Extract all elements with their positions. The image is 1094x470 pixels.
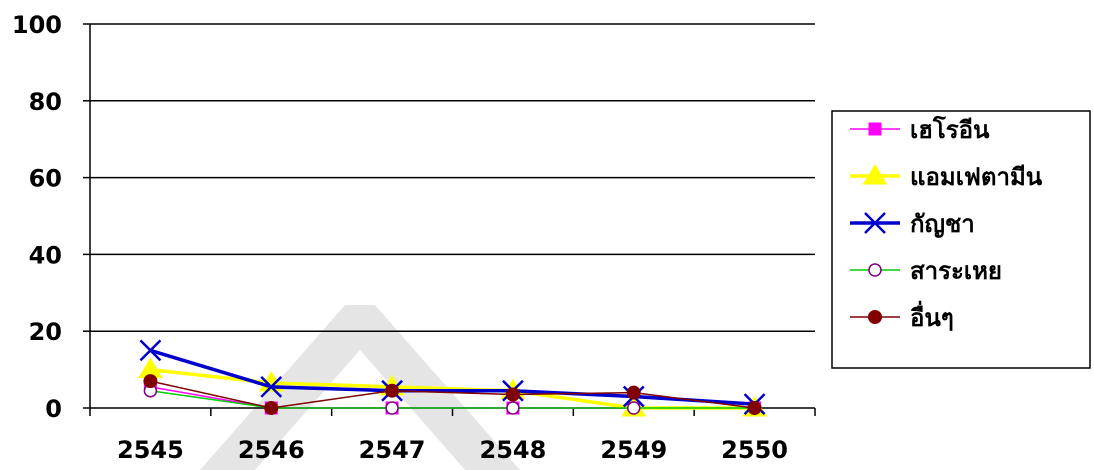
y-tick-label: 100 bbox=[12, 11, 62, 39]
marker-circle-filled bbox=[868, 310, 882, 324]
x-tick-label: 2549 bbox=[600, 436, 667, 464]
legend-label: เฮโรอีน bbox=[910, 115, 990, 144]
y-tick-label: 20 bbox=[29, 318, 62, 346]
marker-circle-open bbox=[868, 263, 882, 277]
x-tick-label: 2547 bbox=[359, 436, 426, 464]
marker-triangle bbox=[862, 164, 888, 185]
series-line bbox=[150, 389, 755, 409]
y-tick-label: 60 bbox=[29, 165, 62, 193]
marker-circle-open bbox=[506, 401, 520, 415]
y-tick-label: 80 bbox=[29, 88, 62, 116]
marker-circle-filled bbox=[143, 374, 158, 389]
x-tick-label: 2550 bbox=[721, 436, 788, 464]
axes bbox=[83, 23, 816, 416]
marker-square bbox=[868, 122, 882, 136]
legend-item: อื่นๆ bbox=[850, 300, 954, 332]
legend-label: อื่นๆ bbox=[910, 300, 954, 332]
marker-circle-filled bbox=[385, 383, 400, 398]
marker-circle-open bbox=[627, 401, 641, 415]
legend-item: แอมเฟตามีน bbox=[850, 163, 1043, 191]
y-tick-label: 0 bbox=[45, 395, 62, 423]
legend-box bbox=[831, 110, 1091, 369]
watermark-shape bbox=[200, 305, 520, 470]
marker-x bbox=[260, 375, 283, 398]
series-line bbox=[150, 380, 755, 409]
y-tick-labels: 0 20 40 60 80 100 bbox=[12, 11, 62, 423]
legend-label: แอมเฟตามีน bbox=[910, 163, 1043, 191]
marker-x bbox=[864, 212, 886, 234]
legend-item: สาระเหย bbox=[850, 257, 1002, 285]
marker-circle-filled bbox=[747, 401, 762, 415]
legend-label: สาระเหย bbox=[910, 257, 1002, 285]
y-tick-label: 40 bbox=[29, 241, 62, 269]
gridlines bbox=[90, 23, 815, 332]
x-tick-label: 2548 bbox=[480, 436, 547, 464]
legend-item: กัญชา bbox=[850, 210, 975, 238]
marker-circle-open bbox=[385, 401, 399, 415]
marker-circle-filled bbox=[505, 387, 520, 402]
x-tick-label: 2545 bbox=[117, 436, 184, 464]
marker-x bbox=[139, 339, 162, 362]
marker-circle-filled bbox=[264, 401, 279, 415]
marker-circle-filled bbox=[626, 385, 641, 400]
series-circle-filled bbox=[143, 374, 762, 415]
series-lines bbox=[138, 339, 767, 417]
legend-item: เฮโรอีน bbox=[850, 115, 990, 144]
x-tick-labels: 2545 2546 2547 2548 2549 2550 bbox=[117, 436, 788, 464]
x-tick-label: 2546 bbox=[238, 436, 305, 464]
series-line bbox=[149, 348, 755, 406]
legend-label: กัญชา bbox=[910, 210, 975, 238]
